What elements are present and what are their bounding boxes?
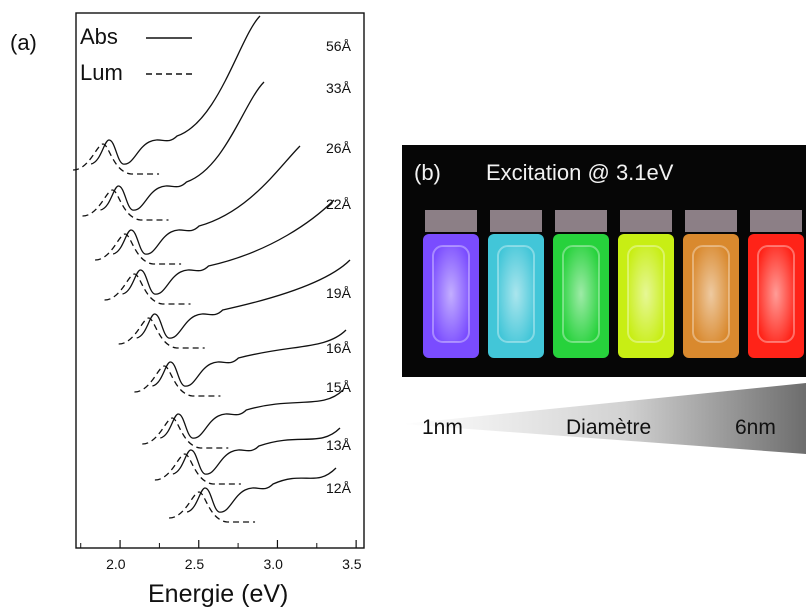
legend-abs-label: Abs <box>80 24 118 49</box>
x-axis-ticks <box>80 540 357 548</box>
vial-cap <box>620 210 672 232</box>
luminescence-curve <box>154 453 241 485</box>
vial-glow <box>757 245 795 343</box>
vial-cap <box>490 210 542 232</box>
spectra-group <box>72 15 351 523</box>
x-axis-title: Energie (eV) <box>148 580 289 608</box>
size-max-label: 6nm <box>735 416 776 439</box>
series-size-label: 16Å <box>326 340 351 356</box>
x-tick-label: 2.5 <box>184 556 205 572</box>
size-min-label: 1nm <box>422 416 463 439</box>
size-wedge <box>402 383 806 454</box>
absorption-curve <box>90 15 261 165</box>
panel-a-label: (a) <box>10 30 37 55</box>
x-tick-label: 3.5 <box>342 556 362 572</box>
series-size-label: 22Å <box>326 196 351 212</box>
series-size-label: 19Å <box>326 285 351 301</box>
vial-cap <box>750 210 802 232</box>
luminescence-curve <box>168 491 256 523</box>
vial-glow <box>497 245 535 343</box>
series-size-label: 26Å <box>326 140 351 156</box>
series-size-label: 15Å <box>326 379 351 395</box>
series-size-label: 12Å <box>326 480 351 496</box>
absorption-curve <box>100 81 265 211</box>
series-size-label: 56Å <box>326 38 351 54</box>
series-size-label: 13Å <box>326 437 351 453</box>
excitation-title: Excitation @ 3.1eV <box>486 160 674 185</box>
luminescence-curve <box>95 233 182 265</box>
absorption-curve <box>152 329 347 387</box>
x-tick-label: 3.0 <box>263 556 283 572</box>
luminescence-curve <box>134 365 221 397</box>
luminescence-curve <box>118 317 205 349</box>
absorption-curve <box>172 427 341 475</box>
legend-lum-label: Lum <box>80 60 123 85</box>
absorption-curve <box>136 259 351 339</box>
vial-cap <box>555 210 607 232</box>
luminescence-curve <box>82 189 169 221</box>
series-size-label: 33Å <box>326 80 351 96</box>
vial-glow <box>627 245 665 343</box>
luminescence-curve <box>72 143 160 175</box>
absorption-curve <box>160 389 344 439</box>
x-tick-label: 2.0 <box>106 556 126 572</box>
absorption-curve <box>186 467 337 513</box>
luminescence-curve <box>142 417 229 449</box>
plot-frame <box>75 12 365 549</box>
absorption-curve <box>112 145 301 255</box>
vial-cap <box>685 210 737 232</box>
luminescence-curve <box>104 273 191 305</box>
vial-glow <box>562 245 600 343</box>
vials-group <box>423 210 804 358</box>
absorption-curve <box>122 199 335 295</box>
panel-b-label: (b) <box>414 160 441 185</box>
vial-cap <box>425 210 477 232</box>
vial-glow <box>692 245 730 343</box>
size-axis-label: Diamètre <box>566 416 652 439</box>
vial-glow <box>432 245 470 343</box>
